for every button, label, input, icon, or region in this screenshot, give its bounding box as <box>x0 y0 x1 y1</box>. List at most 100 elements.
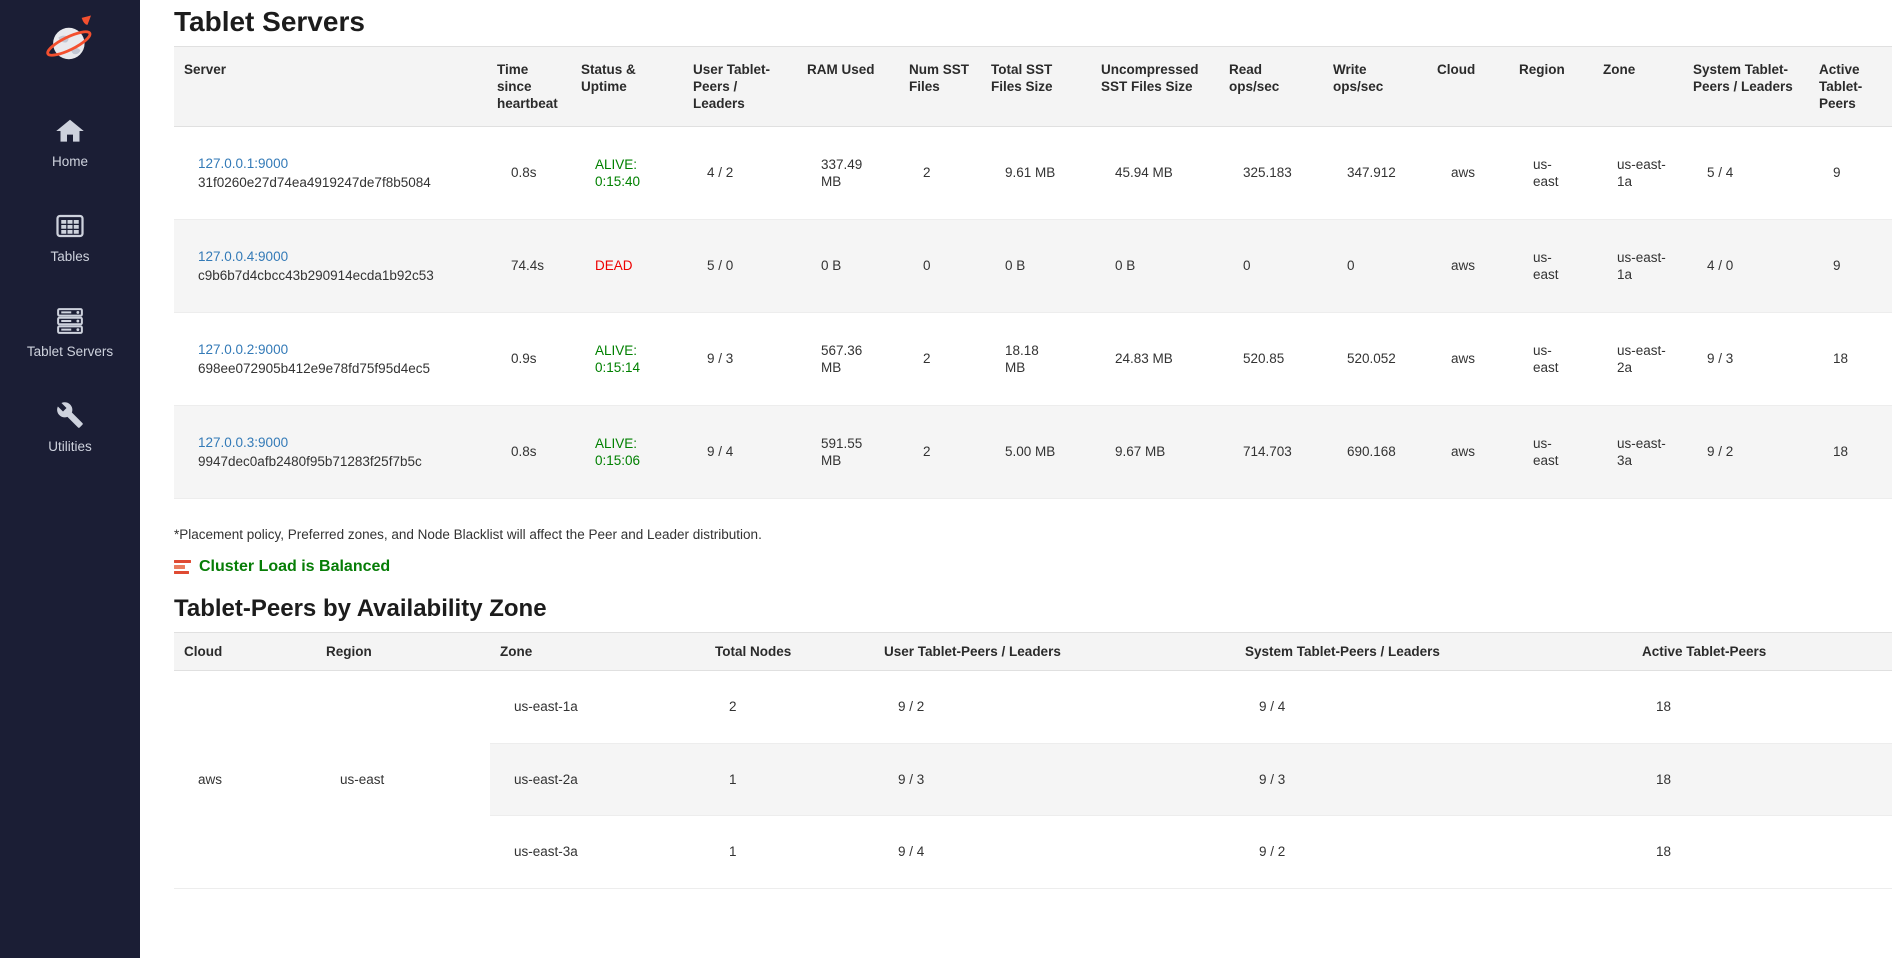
cell-cloud: aws <box>1427 220 1509 313</box>
cell-active-peers: 18 <box>1809 313 1892 406</box>
cell-region: us-east <box>1509 220 1593 313</box>
cell-status: ALIVE: 0:15:14 <box>571 313 683 406</box>
cell-status: ALIVE: 0:15:40 <box>571 127 683 220</box>
col-region: Region <box>316 633 490 671</box>
cell-zone: us-east-2a <box>1593 313 1683 406</box>
cell-active-peers: 18 <box>1632 743 1892 816</box>
cell-total-nodes: 1 <box>705 816 874 889</box>
sidebar-item-home[interactable]: Home <box>0 96 140 191</box>
cell-total-sst: 0 B <box>981 220 1091 313</box>
tserver-row: 127.0.0.1:9000 31f0260e27d74ea4919247de7… <box>174 127 1892 220</box>
tserver-uuid: 698ee072905b412e9e78fd75f95d4ec5 <box>198 360 471 378</box>
cell-num-sst: 2 <box>899 313 981 406</box>
cell-heartbeat: 0.9s <box>487 313 571 406</box>
cell-cloud: aws <box>174 671 316 889</box>
cell-num-sst: 2 <box>899 127 981 220</box>
cell-active-peers: 9 <box>1809 127 1892 220</box>
cell-total-nodes: 2 <box>705 671 874 744</box>
cell-region: us-east <box>1509 127 1593 220</box>
col-zone: Zone <box>1593 47 1683 127</box>
tserver-address-link[interactable]: 127.0.0.3:9000 <box>198 435 288 450</box>
cell-user-peers: 9 / 4 <box>683 406 797 499</box>
col-ram: RAM Used <box>797 47 899 127</box>
table-header-row: Cloud Region Zone Total Nodes User Table… <box>174 633 1892 671</box>
cell-active-peers: 18 <box>1809 406 1892 499</box>
cell-zone: us-east-3a <box>490 816 705 889</box>
col-system-peers: System Tablet-Peers / Leaders <box>1235 633 1632 671</box>
load-balancer-icon <box>174 560 191 575</box>
cell-total-sst: 5.00 MB <box>981 406 1091 499</box>
sidebar-item-tables[interactable]: Tables <box>0 191 140 286</box>
cell-user-peers: 9 / 3 <box>683 313 797 406</box>
cell-uncompressed-sst: 9.67 MB <box>1091 406 1219 499</box>
cell-read-ops: 325.183 <box>1219 127 1323 220</box>
tserver-address-link[interactable]: 127.0.0.2:9000 <box>198 342 288 357</box>
tserver-address-link[interactable]: 127.0.0.4:9000 <box>198 249 288 264</box>
status-badge: ALIVE: <box>595 342 667 360</box>
yugabyte-logo[interactable] <box>41 12 99 68</box>
col-active-peers: Active Tablet-Peers <box>1632 633 1892 671</box>
cell-active-peers: 18 <box>1632 671 1892 744</box>
col-system-peers: System Tablet-Peers / Leaders <box>1683 47 1809 127</box>
cluster-load-status: Cluster Load is Balanced <box>174 558 1892 576</box>
cell-region: us-east <box>316 671 490 889</box>
cell-zone: us-east-1a <box>1593 127 1683 220</box>
cell-user-peers: 4 / 2 <box>683 127 797 220</box>
cell-zone: us-east-2a <box>490 743 705 816</box>
sidebar: Home Tables <box>0 0 140 958</box>
cell-system-peers: 9 / 2 <box>1683 406 1809 499</box>
cell-system-peers: 5 / 4 <box>1683 127 1809 220</box>
placement-policy-footnote: *Placement policy, Preferred zones, and … <box>174 527 1892 542</box>
tserver-uuid: 9947dec0afb2480f95b71283f25f7b5c <box>198 453 471 471</box>
sidebar-item-label: Tables <box>50 249 89 264</box>
cell-region: us-east <box>1509 313 1593 406</box>
tables-icon <box>55 211 85 241</box>
tserver-row: 127.0.0.4:9000 c9b6b7d4cbcc43b290914ecda… <box>174 220 1892 313</box>
col-read-ops: Read ops/sec <box>1219 47 1323 127</box>
az-row: aws us-east us-east-1a 2 9 / 2 9 / 4 18 <box>174 671 1892 744</box>
cell-status: ALIVE: 0:15:06 <box>571 406 683 499</box>
cell-cloud: aws <box>1427 313 1509 406</box>
cell-zone: us-east-3a <box>1593 406 1683 499</box>
col-user-peers: User Tablet-Peers / Leaders <box>874 633 1235 671</box>
col-heartbeat: Time since heartbeat <box>487 47 571 127</box>
cell-user-peers: 5 / 0 <box>683 220 797 313</box>
col-num-sst: Num SST Files <box>899 47 981 127</box>
page-title: Tablet Servers <box>174 5 1892 38</box>
cell-total-sst: 9.61 MB <box>981 127 1091 220</box>
cell-write-ops: 0 <box>1323 220 1427 313</box>
cell-read-ops: 520.85 <box>1219 313 1323 406</box>
col-cloud: Cloud <box>174 633 316 671</box>
col-total-nodes: Total Nodes <box>705 633 874 671</box>
cell-system-peers: 9 / 3 <box>1683 313 1809 406</box>
cell-user-peers: 9 / 4 <box>874 816 1235 889</box>
cell-region: us-east <box>1509 406 1593 499</box>
cell-write-ops: 347.912 <box>1323 127 1427 220</box>
tserver-address-link[interactable]: 127.0.0.1:9000 <box>198 156 288 171</box>
cell-zone: us-east-1a <box>1593 220 1683 313</box>
sidebar-item-label: Tablet Servers <box>27 344 113 359</box>
cell-num-sst: 2 <box>899 406 981 499</box>
cell-active-peers: 18 <box>1632 816 1892 889</box>
status-badge: ALIVE: <box>595 156 667 174</box>
cell-heartbeat: 74.4s <box>487 220 571 313</box>
tserver-row: 127.0.0.2:9000 698ee072905b412e9e78fd75f… <box>174 313 1892 406</box>
sidebar-item-tablet-servers[interactable]: Tablet Servers <box>0 286 140 381</box>
cell-system-peers: 9 / 4 <box>1235 671 1632 744</box>
col-user-peers: User Tablet-Peers / Leaders <box>683 47 797 127</box>
cell-cloud: aws <box>1427 127 1509 220</box>
table-header-row: Server Time since heartbeat Status & Upt… <box>174 47 1892 127</box>
cell-total-nodes: 1 <box>705 743 874 816</box>
cell-zone: us-east-1a <box>490 671 705 744</box>
cell-total-sst: 18.18 MB <box>981 313 1091 406</box>
cell-read-ops: 0 <box>1219 220 1323 313</box>
cell-status: DEAD <box>571 220 683 313</box>
col-server: Server <box>174 47 487 127</box>
cell-ram: 591.55 MB <box>797 406 899 499</box>
main-content: Tablet Servers Server Time since heartbe… <box>140 5 1900 909</box>
cell-heartbeat: 0.8s <box>487 406 571 499</box>
sidebar-item-utilities[interactable]: Utilities <box>0 381 140 476</box>
tablet-peers-by-az-table: Cloud Region Zone Total Nodes User Table… <box>174 632 1892 889</box>
col-write-ops: Write ops/sec <box>1323 47 1427 127</box>
col-zone: Zone <box>490 633 705 671</box>
